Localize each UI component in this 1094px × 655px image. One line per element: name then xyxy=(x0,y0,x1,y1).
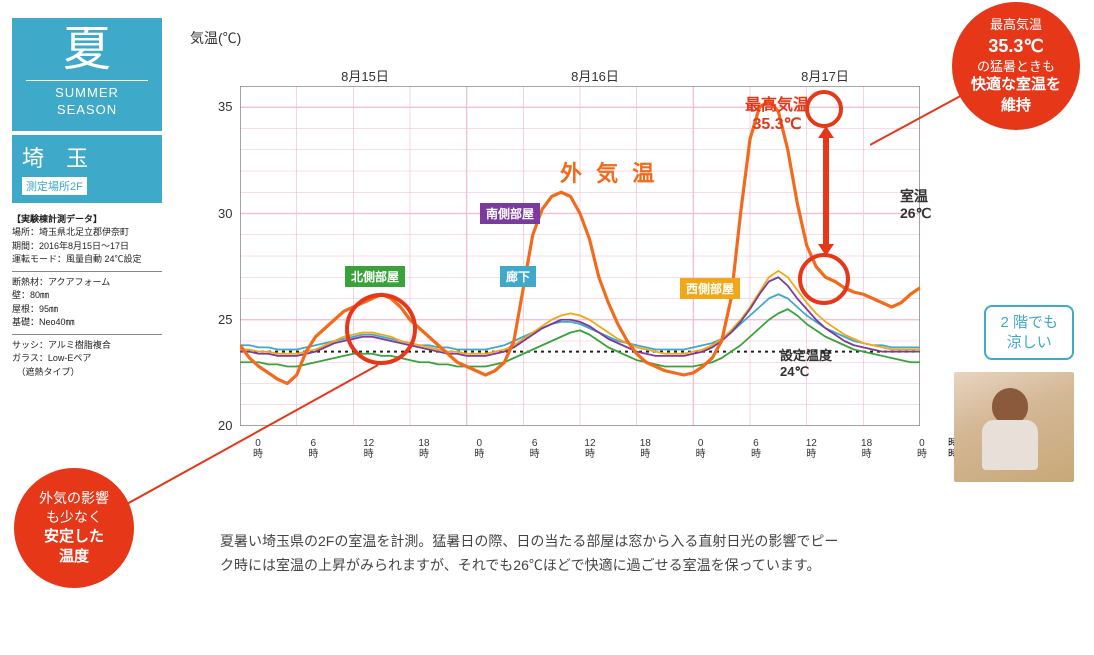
outdoor-label: 外 気 温 xyxy=(560,156,658,188)
left-badge: 外気の影響 も少なく 安定した 温度 xyxy=(14,468,134,588)
date-label: 8月16日 xyxy=(480,66,710,85)
y-tick: 20 xyxy=(218,418,232,433)
cool-box: 2 階でも涼しい xyxy=(984,305,1074,360)
spec-line: サッシ：アルミ樹脂複合 xyxy=(12,339,162,353)
specs-title: 【実験棟計測データ】 xyxy=(12,213,162,227)
date-label: 8月17日 xyxy=(710,66,940,85)
season-box: 夏 SUMMER SEASON xyxy=(12,18,162,131)
corridor-label: 廊下 xyxy=(500,266,536,287)
divider xyxy=(12,271,162,272)
room-highlight-circle xyxy=(798,253,850,305)
x-ticks: 0時 6時 12時 18時 0時 6時 12時 18時 0時 6時 12時 18時 0時 xyxy=(250,438,930,460)
x-tick: 0時 xyxy=(914,438,930,460)
room-temp-label: 室温26℃ xyxy=(900,188,931,222)
region-name: 埼 玉 xyxy=(22,141,152,173)
description: 夏暑い埼玉県の2Fの室温を計測。猛暑日の際、日の当たる部屋は窓から入る直射日光の… xyxy=(220,530,840,578)
y-tick: 25 xyxy=(218,312,232,327)
x-tick: 18時 xyxy=(859,438,875,460)
right-badge: 最高気温 35.3℃ の猛暑ときも 快適な室温を 維持 xyxy=(952,2,1080,130)
date-labels: 8月15日 8月16日 8月17日 xyxy=(250,66,940,85)
season-en-2: SEASON xyxy=(12,102,162,119)
stable-highlight-circle xyxy=(345,293,417,365)
x-tick: 0時 xyxy=(693,438,709,460)
x-tick: 6時 xyxy=(305,438,321,460)
x-tick: 12時 xyxy=(361,438,377,460)
x-tick: 6時 xyxy=(748,438,764,460)
peak-highlight-circle xyxy=(805,90,843,128)
season-kanji: 夏 xyxy=(12,26,162,74)
spec-line: 断熱材：アクアフォーム xyxy=(12,276,162,290)
spec-line: 屋根：95㎜ xyxy=(12,303,162,317)
west-room-label: 西側部屋 xyxy=(680,278,740,299)
x-tick: 12時 xyxy=(803,438,819,460)
spec-line: 基礎：Neo40㎜ xyxy=(12,316,162,330)
spec-line: （遮熱タイプ） xyxy=(12,366,162,380)
sidebar: 夏 SUMMER SEASON 埼 玉 測定場所2F 【実験棟計測データ】 場所… xyxy=(12,18,162,379)
divider xyxy=(12,334,162,335)
south-room-label: 南側部屋 xyxy=(480,203,540,224)
spec-line: 期間：2016年8月15日〜17日 xyxy=(12,240,162,254)
specs: 【実験棟計測データ】 場所：埼玉県北足立郡伊奈町 期間：2016年8月15日〜1… xyxy=(12,213,162,380)
x-tick: 12時 xyxy=(582,438,598,460)
y-axis-label: 気温(℃) xyxy=(190,28,241,48)
region-sub: 測定場所2F xyxy=(22,177,87,195)
x-tick: 18時 xyxy=(416,438,432,460)
chart-area: 気温(℃) 8月15日 8月16日 8月17日 20 25 30 35 0時 6時 12時… xyxy=(190,28,940,478)
region-box: 埼 玉 測定場所2F xyxy=(12,135,162,203)
x-tick: 0時 xyxy=(250,438,266,460)
y-tick: 35 xyxy=(218,99,232,114)
season-en-1: SUMMER xyxy=(12,85,162,102)
x-tick: 6時 xyxy=(527,438,543,460)
y-tick: 30 xyxy=(218,206,232,221)
divider xyxy=(26,80,148,81)
gap-arrow xyxy=(816,126,836,256)
person-photo xyxy=(954,372,1074,482)
x-tick: 18時 xyxy=(637,438,653,460)
spec-line: 壁：80㎜ xyxy=(12,289,162,303)
peak-temp-label: 最高気温35.3℃ xyxy=(745,96,809,134)
x-tick: 0時 xyxy=(471,438,487,460)
date-label: 8月15日 xyxy=(250,66,480,85)
spec-line: ガラス：Low-Eペア xyxy=(12,352,162,366)
set-temp-label: 設定温度24℃ xyxy=(780,348,832,379)
north-room-label: 北側部屋 xyxy=(345,266,405,287)
spec-line: 運転モード：風量自動 24℃設定 xyxy=(12,253,162,267)
spec-line: 場所：埼玉県北足立郡伊奈町 xyxy=(12,226,162,240)
